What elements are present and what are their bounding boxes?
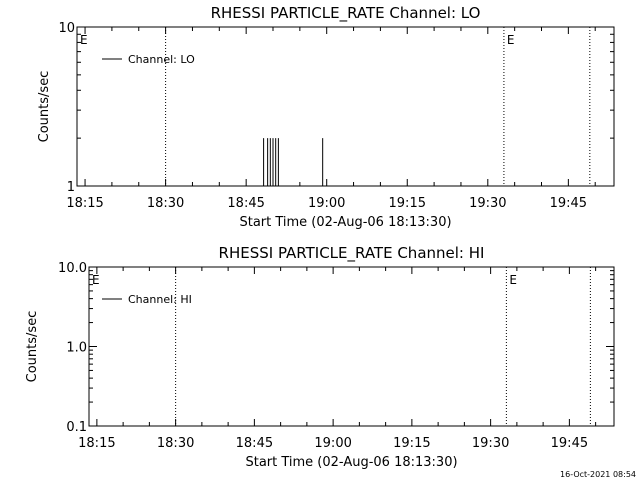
y-tick-label: 10.0 (58, 261, 87, 276)
chart-title: RHESSI PARTICLE_RATE Channel: LO (211, 4, 481, 23)
y-axis-label: Counts/sec (25, 311, 40, 383)
y-axis-label: Counts/sec (37, 71, 52, 143)
x-tick-label: 18:15 (78, 436, 115, 451)
chart-title: RHESSI PARTICLE_RATE Channel: HI (219, 244, 485, 263)
plot-frame (76, 26, 615, 187)
y-tick-label: 0.1 (66, 420, 87, 435)
x-tick-label: 18:45 (236, 436, 273, 451)
x-tick-label: 19:45 (551, 436, 588, 451)
x-axis-label: Start Time (02-Aug-06 18:13:30) (245, 455, 457, 470)
event-marker-label: E (507, 33, 515, 47)
plot-frame (88, 266, 615, 427)
legend-label: Channel: HI (128, 293, 192, 306)
x-tick-label: 18:30 (157, 436, 194, 451)
x-tick-label: 19:45 (550, 196, 587, 211)
x-tick-label: 19:30 (469, 196, 506, 211)
x-tick-label: 18:30 (147, 196, 184, 211)
y-tick-label: 10 (58, 21, 75, 36)
x-tick-label: 19:00 (314, 436, 351, 451)
x-tick-label: 19:15 (389, 196, 426, 211)
x-tick-label: 18:15 (66, 196, 103, 211)
x-tick-label: 19:00 (308, 196, 345, 211)
chart-panel-hi: RHESSI PARTICLE_RATE Channel: HI Start T… (25, 244, 615, 470)
x-tick-label: 19:30 (472, 436, 509, 451)
legend-label: Channel: LO (128, 53, 195, 66)
chart-panel-lo: RHESSI PARTICLE_RATE Channel: LO Start T… (37, 4, 615, 230)
event-marker-label: E (509, 273, 517, 287)
y-tick-label: 1.0 (66, 341, 87, 356)
x-tick-label: 18:45 (227, 196, 264, 211)
x-axis-label: Start Time (02-Aug-06 18:13:30) (239, 215, 451, 230)
y-tick-label: 1 (67, 180, 75, 195)
footer-timestamp: 16-Oct-2021 08:54 (560, 470, 636, 479)
event-marker-label: E (92, 273, 100, 287)
event-marker-label: E (80, 33, 88, 47)
x-tick-label: 19:15 (393, 436, 430, 451)
